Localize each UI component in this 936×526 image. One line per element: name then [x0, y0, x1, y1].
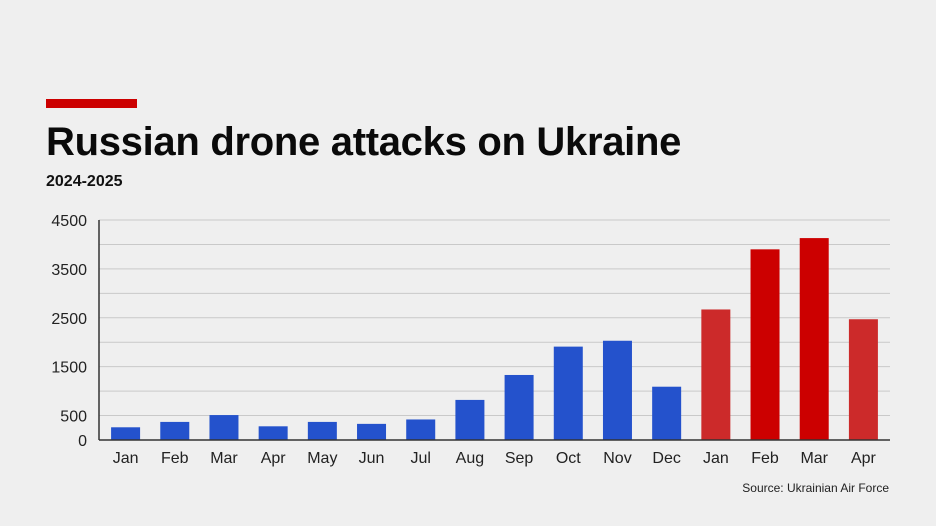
x-tick-label: Jun [359, 450, 385, 467]
y-tick-label: 4500 [51, 213, 87, 230]
source-note: Source: Ukrainian Air Force [742, 481, 889, 495]
x-axis-tick-labels: Jan Feb Mar Apr May Jun Jul Aug Sep Oct Nov Dec Jan F… [113, 450, 877, 467]
bar [406, 419, 436, 440]
x-tick-label: Nov [603, 450, 631, 467]
bar [602, 340, 632, 440]
x-tick-label: Mar [800, 450, 828, 467]
x-tick-label: Apr [261, 450, 287, 467]
y-tick-label: 1500 [51, 360, 87, 377]
x-tick-label: Jan [703, 450, 729, 467]
chart-subtitle: 2024-2025 [46, 173, 123, 190]
x-tick-label: Sep [505, 450, 534, 467]
x-tick-label: Jan [113, 450, 139, 467]
x-tick-label: Feb [161, 450, 189, 467]
bar [504, 374, 534, 440]
x-tick-label: Jul [410, 450, 430, 467]
y-tick-label: 3500 [51, 262, 87, 279]
y-tick-label: 2500 [51, 311, 87, 328]
bar [455, 399, 485, 440]
y-tick-label: 0 [78, 433, 87, 450]
bars [111, 238, 878, 440]
y-tick-label: 500 [60, 409, 87, 426]
x-tick-label: Apr [851, 450, 877, 467]
bar [750, 249, 780, 440]
bar [701, 309, 731, 440]
x-tick-label: Dec [652, 450, 680, 467]
x-tick-label: Oct [556, 450, 581, 467]
x-tick-label: May [307, 450, 337, 467]
bar [553, 346, 583, 440]
bar [111, 427, 141, 440]
y-axis-tick-labels: 0 500 1500 2500 3500 4500 [51, 213, 87, 450]
x-tick-label: Aug [456, 450, 484, 467]
bar [258, 426, 288, 440]
bar [160, 421, 190, 440]
accent-bar [46, 99, 137, 108]
bar [209, 415, 239, 440]
chart-title: Russian drone attacks on Ukraine [46, 120, 682, 164]
bar [652, 386, 682, 440]
x-tick-label: Mar [210, 450, 238, 467]
bar [799, 238, 829, 440]
bar [307, 421, 337, 440]
bar [848, 319, 878, 440]
x-tick-label: Feb [751, 450, 779, 467]
bar [357, 423, 387, 440]
